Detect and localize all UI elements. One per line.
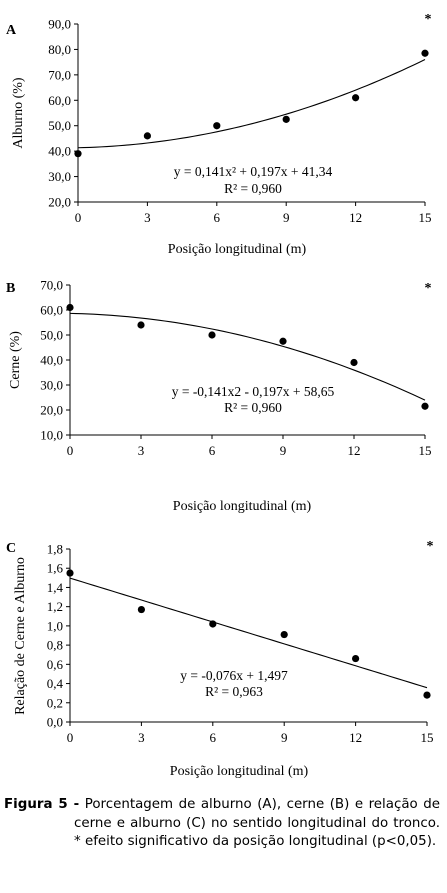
y-tick-label: 1,8 xyxy=(47,542,63,557)
x-tick-label: 15 xyxy=(419,443,432,458)
data-point xyxy=(421,402,429,410)
x-tick-label: 9 xyxy=(281,730,288,745)
figure-caption: Figura 5 - Porcentagem de alburno (A), c… xyxy=(4,796,440,852)
y-tick-label: 80,0 xyxy=(48,42,71,57)
r-squared-label: R² = 0,960 xyxy=(224,400,282,415)
data-point xyxy=(350,358,358,367)
x-tick-label: 15 xyxy=(421,730,434,745)
y-tick-label: 1,0 xyxy=(47,618,63,633)
data-point xyxy=(213,122,221,130)
panel-letter: A xyxy=(6,23,17,38)
x-axis-title: Posição longitudinal (m) xyxy=(173,499,312,514)
y-tick-label: 10,0 xyxy=(40,428,63,443)
y-tick-label: 40,0 xyxy=(48,144,71,159)
x-tick-label: 9 xyxy=(283,210,290,225)
x-tick-label: 3 xyxy=(144,210,151,225)
trend-equation: y = -0,141x2 - 0,197x + 58,65 xyxy=(172,384,335,399)
y-tick-label: 1,2 xyxy=(47,599,63,614)
x-tick-label: 12 xyxy=(349,210,362,225)
data-point xyxy=(352,94,360,102)
y-tick-label: 20,0 xyxy=(48,195,71,210)
x-tick-label: 9 xyxy=(280,443,287,458)
x-tick-label: 0 xyxy=(67,443,74,458)
chart-panel-a: 20,0 30,0 40,0 50,0 60,0 70,0 80,0 90,0 0 3 6 9 12 15… xyxy=(6,12,432,257)
trend-equation: y = -0,076x + 1,497 xyxy=(180,668,288,683)
trend-line xyxy=(69,312,426,401)
y-tick-label: 20,0 xyxy=(40,403,63,418)
data-point xyxy=(209,620,217,628)
y-tick-label: 70,0 xyxy=(40,278,63,293)
y-tick-label: 40,0 xyxy=(40,353,63,368)
data-point xyxy=(421,49,429,57)
x-tick-label: 6 xyxy=(209,443,216,458)
y-tick-label: 70,0 xyxy=(48,67,71,82)
data-point xyxy=(66,569,74,577)
significance-marker: * xyxy=(425,281,432,296)
chart-panel-c: 0,0 0,2 0,4 0,6 0,8 1,0 1,2 1,4 1,6 1,8 0 3 6 9 12 15 y … xyxy=(6,539,434,779)
r-squared-label: R² = 0,963 xyxy=(205,684,263,699)
x-tick-label: 0 xyxy=(75,210,82,225)
data-point xyxy=(280,630,288,639)
x-tick-label: 3 xyxy=(138,730,145,745)
x-axis-title: Posição longitudinal (m) xyxy=(168,242,307,257)
data-point xyxy=(137,605,145,614)
trend-equation: y = 0,141x² + 0,197x + 41,34 xyxy=(174,164,333,179)
y-axis-title: Relação de Cerne e Alburno xyxy=(13,557,28,715)
data-point xyxy=(74,150,82,158)
x-tick-label: 12 xyxy=(348,443,361,458)
trend-line xyxy=(77,59,426,149)
y-tick-label: 90,0 xyxy=(48,17,71,32)
data-point xyxy=(137,321,145,329)
y-tick-label: 30,0 xyxy=(40,378,63,393)
figure-caption-text: Porcentagem de alburno (A), cerne (B) e … xyxy=(74,797,440,850)
data-point xyxy=(279,337,287,345)
y-tick-label: 50,0 xyxy=(40,328,63,343)
y-tick-label: 0,6 xyxy=(47,657,64,672)
x-tick-label: 6 xyxy=(214,210,221,225)
y-tick-label: 1,6 xyxy=(47,561,64,576)
x-tick-label: 6 xyxy=(210,730,217,745)
x-tick-label: 12 xyxy=(349,730,362,745)
y-axis-title: Cerne (%) xyxy=(8,331,23,389)
x-tick-label: 3 xyxy=(138,443,145,458)
y-tick-label: 30,0 xyxy=(48,169,71,184)
r-squared-label: R² = 0,960 xyxy=(224,181,282,196)
y-tick-label: 0,0 xyxy=(47,715,63,730)
data-point xyxy=(208,331,216,339)
y-tick-label: 1,4 xyxy=(47,580,64,595)
significance-marker: * xyxy=(427,539,434,554)
data-point xyxy=(66,303,74,312)
y-tick-label: 0,8 xyxy=(47,638,63,653)
x-tick-label: 0 xyxy=(67,730,74,745)
significance-marker: * xyxy=(425,12,432,27)
x-axis-title: Posição longitudinal (m) xyxy=(170,764,309,779)
data-point xyxy=(423,691,431,699)
y-tick-label: 60,0 xyxy=(40,303,63,318)
data-point xyxy=(143,132,151,140)
y-tick-label: 60,0 xyxy=(48,93,71,108)
panel-letter: B xyxy=(6,281,15,296)
data-point xyxy=(352,654,360,663)
figure-caption-label: Figura 5 - xyxy=(4,797,80,812)
data-point xyxy=(282,115,290,123)
y-axis-title: Alburno (%) xyxy=(11,77,26,148)
panel-letter: C xyxy=(6,541,16,556)
x-tick-label: 15 xyxy=(419,210,432,225)
trend-line xyxy=(69,577,428,689)
y-tick-label: 0,4 xyxy=(47,676,64,691)
chart-panel-b: 10,0 20,0 30,0 40,0 50,0 60,0 70,0 0 3 6 9 12 15 y = … xyxy=(6,278,432,515)
y-tick-label: 0,2 xyxy=(47,695,63,710)
y-tick-label: 50,0 xyxy=(48,118,71,133)
